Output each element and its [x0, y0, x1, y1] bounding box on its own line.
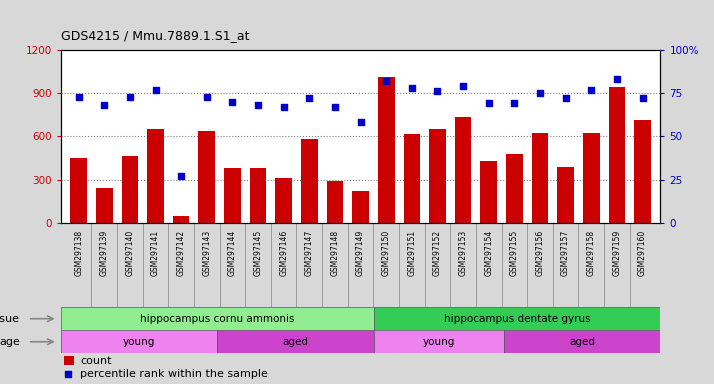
Bar: [326, 181, 343, 223]
Bar: [481, 161, 497, 223]
Text: hippocampus dentate gyrus: hippocampus dentate gyrus: [443, 314, 590, 324]
Text: percentile rank within the sample: percentile rank within the sample: [80, 369, 268, 379]
Bar: [373, 330, 504, 353]
Point: [406, 85, 418, 91]
Text: aged: aged: [282, 337, 308, 347]
Point: [534, 90, 545, 96]
Bar: [96, 188, 113, 223]
Text: GSM297138: GSM297138: [74, 230, 83, 276]
Bar: [250, 168, 266, 223]
Text: GSM297157: GSM297157: [561, 230, 570, 276]
Bar: [121, 157, 139, 223]
Point: [73, 94, 84, 100]
Point: [252, 102, 263, 108]
Text: GSM297141: GSM297141: [151, 230, 160, 276]
Point: [508, 101, 520, 107]
Bar: [61, 330, 217, 353]
Bar: [634, 121, 651, 223]
Text: GSM297160: GSM297160: [638, 230, 647, 276]
Bar: [506, 154, 523, 223]
Bar: [64, 356, 74, 365]
Point: [176, 173, 187, 179]
Bar: [532, 134, 548, 223]
Text: GSM297154: GSM297154: [484, 230, 493, 276]
Bar: [558, 167, 574, 223]
Bar: [373, 307, 660, 330]
Point: [201, 94, 213, 100]
Bar: [352, 191, 369, 223]
Point: [124, 94, 136, 100]
Text: GSM297148: GSM297148: [331, 230, 339, 276]
Text: GSM297143: GSM297143: [202, 230, 211, 276]
Text: age: age: [0, 337, 20, 347]
Text: GSM297158: GSM297158: [587, 230, 595, 276]
Point: [585, 87, 597, 93]
Point: [432, 88, 443, 94]
Text: GSM297147: GSM297147: [305, 230, 314, 276]
Text: GSM297152: GSM297152: [433, 230, 442, 276]
Text: GSM297140: GSM297140: [126, 230, 134, 276]
Bar: [378, 77, 395, 223]
Bar: [198, 131, 215, 223]
Bar: [70, 158, 87, 223]
Bar: [583, 134, 600, 223]
Text: tissue: tissue: [0, 314, 20, 324]
Text: GSM297146: GSM297146: [279, 230, 288, 276]
Text: GSM297151: GSM297151: [407, 230, 416, 276]
Point: [227, 99, 238, 105]
Text: young: young: [123, 337, 155, 347]
Text: GSM297139: GSM297139: [100, 230, 109, 276]
Text: GSM297155: GSM297155: [510, 230, 519, 276]
Point: [611, 76, 623, 83]
Point: [381, 78, 392, 84]
Text: aged: aged: [569, 337, 595, 347]
Bar: [455, 117, 471, 223]
Bar: [61, 307, 373, 330]
Point: [303, 95, 315, 101]
Bar: [276, 178, 292, 223]
Text: GSM297144: GSM297144: [228, 230, 237, 276]
Point: [426, 310, 437, 316]
Bar: [429, 129, 446, 223]
Text: GSM297159: GSM297159: [613, 230, 621, 276]
Text: count: count: [80, 356, 111, 366]
Bar: [301, 139, 318, 223]
Bar: [173, 215, 189, 223]
Point: [560, 95, 571, 101]
Bar: [224, 168, 241, 223]
Point: [150, 87, 161, 93]
Text: GSM297142: GSM297142: [176, 230, 186, 276]
Point: [458, 83, 469, 89]
Bar: [608, 88, 625, 223]
Text: GSM297149: GSM297149: [356, 230, 365, 276]
Point: [355, 119, 366, 126]
Bar: [504, 330, 660, 353]
Text: hippocampus cornu ammonis: hippocampus cornu ammonis: [140, 314, 294, 324]
Text: GDS4215 / Mmu.7889.1.S1_at: GDS4215 / Mmu.7889.1.S1_at: [61, 29, 249, 42]
Point: [329, 104, 341, 110]
Point: [278, 104, 289, 110]
Text: GSM297145: GSM297145: [253, 230, 263, 276]
Text: GSM297156: GSM297156: [536, 230, 545, 276]
Text: GSM297153: GSM297153: [458, 230, 468, 276]
Point: [637, 95, 648, 101]
Point: [483, 101, 494, 107]
Text: GSM297150: GSM297150: [382, 230, 391, 276]
Bar: [403, 134, 420, 223]
Text: young: young: [423, 337, 455, 347]
Bar: [147, 129, 164, 223]
Point: [99, 102, 110, 108]
Bar: [217, 330, 373, 353]
